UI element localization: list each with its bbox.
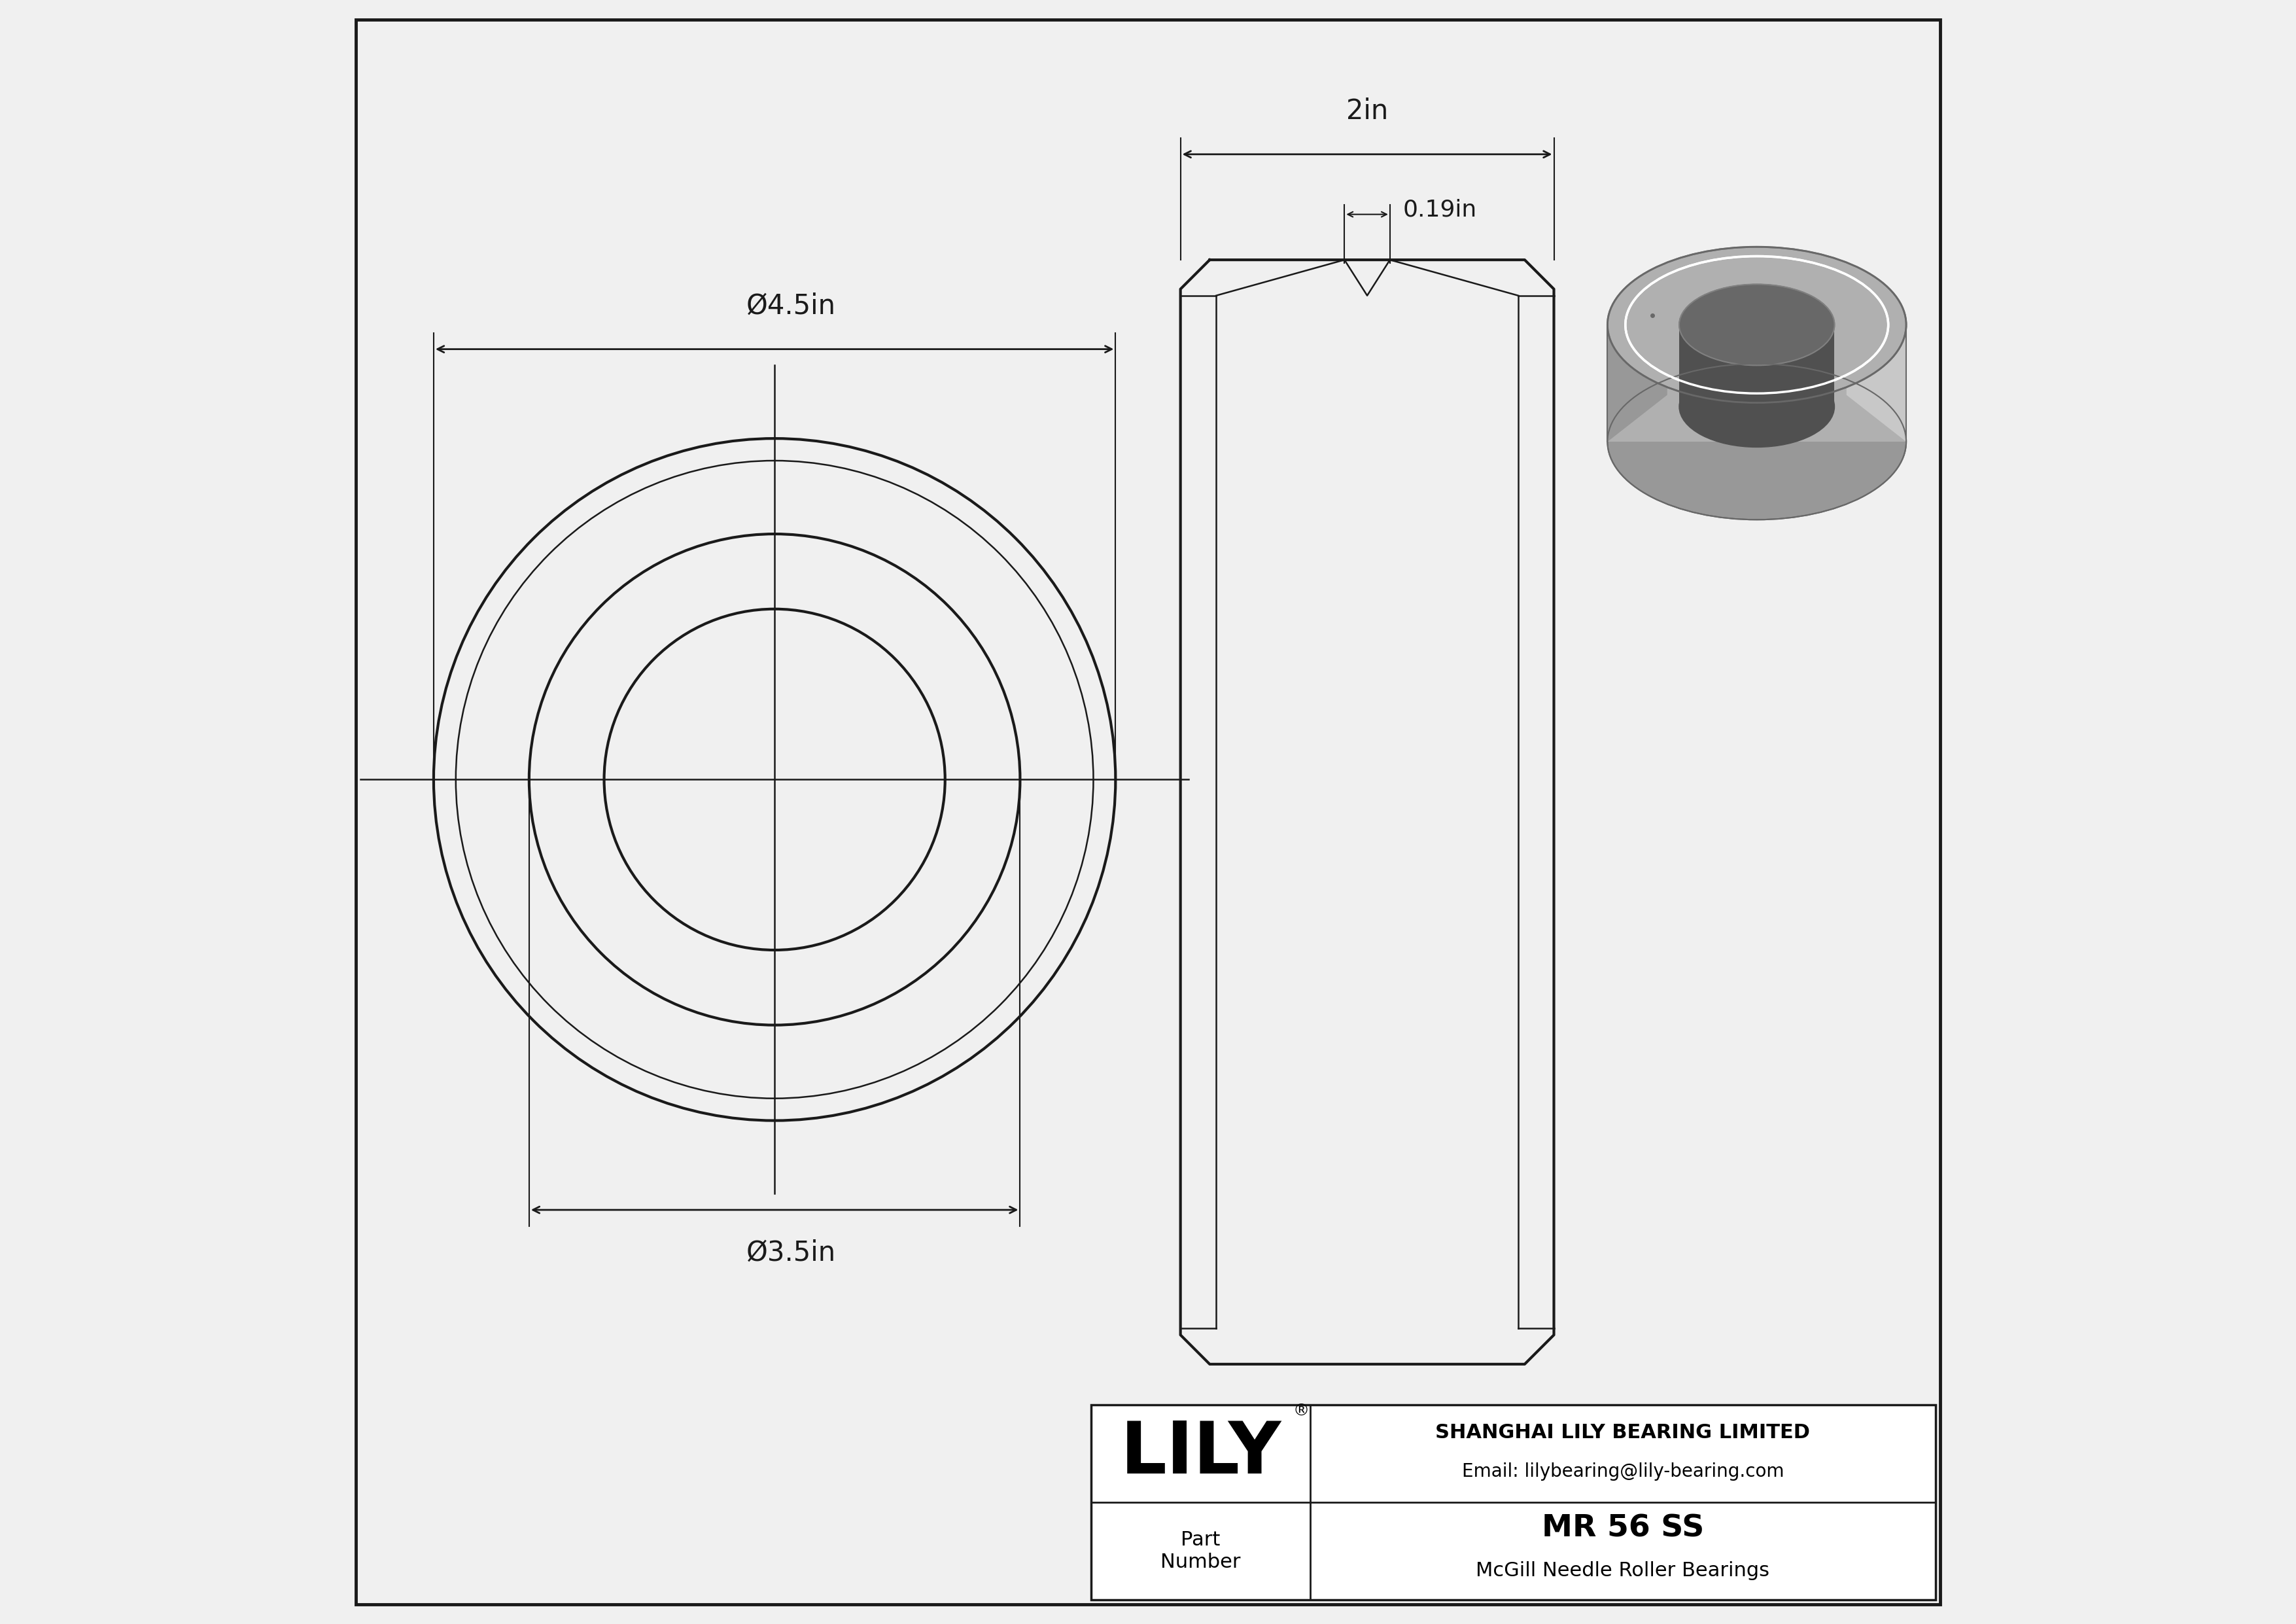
Polygon shape	[1607, 278, 1667, 442]
Text: McGill Needle Roller Bearings: McGill Needle Roller Bearings	[1476, 1561, 1770, 1580]
Text: 2in: 2in	[1345, 97, 1389, 125]
Text: SHANGHAI LILY BEARING LIMITED: SHANGHAI LILY BEARING LIMITED	[1435, 1423, 1809, 1442]
Text: MR 56 SS: MR 56 SS	[1541, 1514, 1704, 1543]
Text: LILY: LILY	[1120, 1418, 1281, 1489]
Polygon shape	[1678, 325, 1835, 406]
Polygon shape	[1846, 278, 1906, 442]
Ellipse shape	[1607, 247, 1906, 403]
Text: Ø4.5in: Ø4.5in	[746, 292, 836, 320]
Text: Part
Number: Part Number	[1162, 1530, 1240, 1572]
Text: 0.19in: 0.19in	[1403, 198, 1476, 221]
Ellipse shape	[1678, 365, 1835, 447]
Text: Email: lilybearing@lily-bearing.com: Email: lilybearing@lily-bearing.com	[1463, 1462, 1784, 1481]
Polygon shape	[1607, 325, 1906, 442]
Ellipse shape	[1678, 284, 1835, 365]
Ellipse shape	[1626, 257, 1887, 393]
Text: Ø3.5in: Ø3.5in	[746, 1239, 836, 1267]
Text: ®: ®	[1293, 1403, 1309, 1419]
Bar	[1091, 1405, 1936, 1600]
Ellipse shape	[1607, 364, 1906, 520]
Ellipse shape	[1678, 284, 1835, 365]
